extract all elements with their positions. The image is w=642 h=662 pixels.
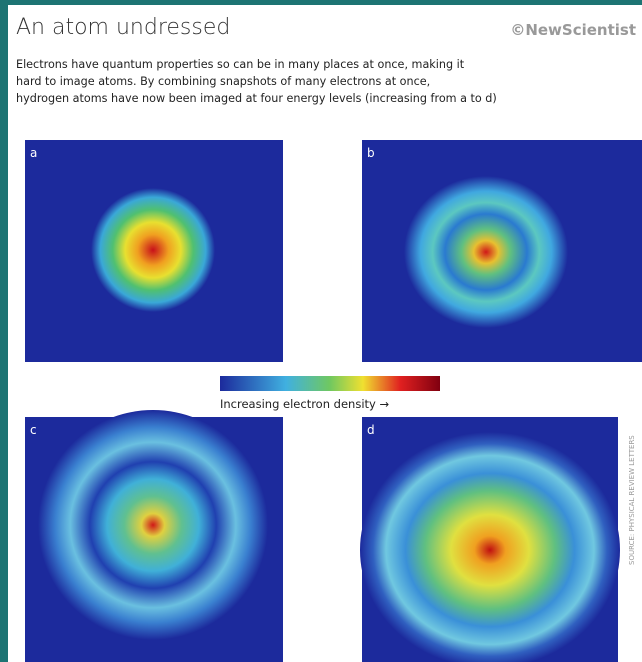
colorbar-label: Increasing electron density →	[220, 397, 389, 411]
source: SOURCE: PHYSICAL REVIEW LETTERS	[628, 435, 636, 565]
panel-label: d	[367, 423, 375, 437]
page: a b c d An atom undressed ©NewScientist …	[0, 0, 642, 662]
electron-cloud	[404, 176, 568, 328]
description-line: Electrons have quantum properties so can…	[16, 58, 464, 71]
colorbar	[220, 376, 440, 391]
electron-cloud	[91, 188, 215, 312]
description-line: hydrogen atoms have now been imaged at f…	[16, 92, 497, 105]
electron-cloud	[38, 410, 268, 640]
electron-cloud	[360, 432, 620, 662]
infographic: a b c d An atom undressed ©NewScientist …	[8, 5, 642, 662]
panel-label: b	[367, 146, 375, 160]
panel-label: a	[30, 146, 37, 160]
panel-label: c	[30, 423, 37, 437]
title: An atom undressed	[16, 15, 230, 40]
brand: ©NewScientist	[510, 21, 636, 39]
description-line: hard to image atoms. By combining snapsh…	[16, 75, 430, 88]
